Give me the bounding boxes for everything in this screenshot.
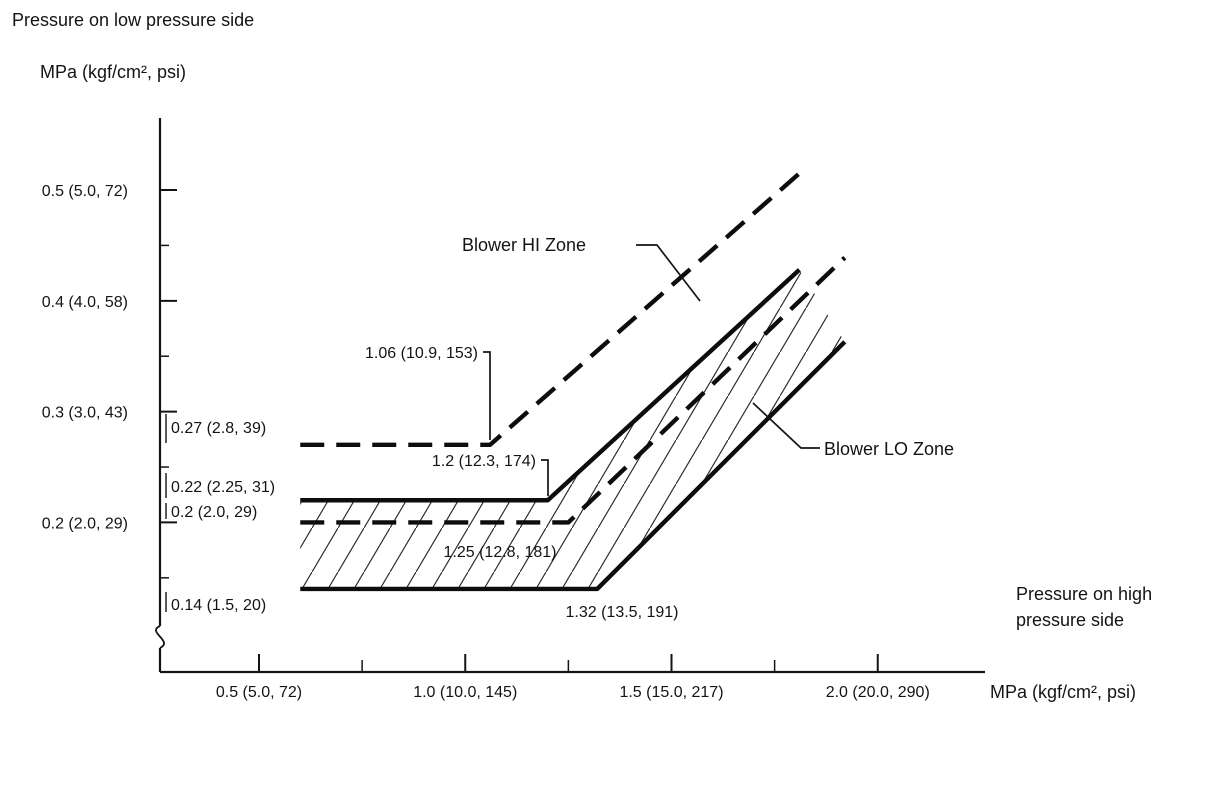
- y-axis-break-symbol: [155, 625, 165, 649]
- annotation-left-022: 0.22 (2.25, 31): [171, 479, 275, 496]
- blower-hi-zone-leader-line: [636, 244, 701, 302]
- blower-lo-zone-upper-boundary: [300, 268, 801, 503]
- x-axis-unit-label: MPa (kgf/cm², psi): [990, 682, 1136, 702]
- y-axis-tick-label: 0.2 (2.0, 29): [42, 515, 128, 532]
- x-axis-title-line-1: Pressure on high: [1016, 584, 1152, 604]
- blower-hi-zone-lower-boundary: [300, 256, 847, 525]
- blower-hi-zone-label: Blower HI Zone: [462, 235, 586, 255]
- y-axis-tick-label: 0.3 (3.0, 43): [42, 405, 128, 422]
- annotation-left-02: 0.2 (2.0, 29): [171, 504, 257, 521]
- y-axis-tick-label: 0.5 (5.0, 72): [42, 183, 128, 200]
- hatch-layer: [300, 269, 845, 589]
- annotation-lo-lower-corner: 1.32 (13.5, 191): [566, 604, 679, 621]
- y-axis-title: Pressure on low pressure side: [12, 10, 254, 30]
- x-axis-tick-label: 1.0 (10.0, 145): [413, 684, 517, 701]
- x-axis-title-line-2: pressure side: [1016, 610, 1124, 630]
- y-axis-unit-label: MPa (kgf/cm², psi): [40, 62, 186, 82]
- blower-lo-zone-leader-line: [752, 402, 820, 449]
- annotation-left-027: 0.27 (2.8, 39): [171, 420, 266, 437]
- blower-lo-zone-hatched-area: [300, 269, 845, 589]
- blower-lo-zone-lower-boundary: [300, 340, 847, 592]
- y-axis-tick-label: 0.4 (4.0, 58): [42, 294, 128, 311]
- annotation-left-014: 0.14 (1.5, 20): [171, 597, 266, 614]
- annotation-hi-lower-corner: 1.25 (12.8, 181): [444, 544, 557, 561]
- annotation-hi-upper-corner: 1.06 (10.9, 153): [365, 345, 478, 362]
- blower-hi-zone-upper-boundary: [300, 171, 801, 448]
- annotation-lo-upper-leader: [541, 459, 549, 496]
- x-axis-tick-label: 1.5 (15.0, 217): [619, 684, 723, 701]
- blower-lo-zone-label: Blower LO Zone: [824, 439, 954, 459]
- annotation-hi-upper-leader: [483, 351, 491, 440]
- axes-layer: 0.5 (5.0, 72) 0.4 (4.0, 58) 0.3 (3.0, 43) 0…: [42, 118, 985, 701]
- x-axis-tick-label: 0.5 (5.0, 72): [216, 684, 302, 701]
- annotation-lo-upper-corner: 1.2 (12.3, 174): [432, 453, 536, 470]
- series-layer: [300, 171, 847, 592]
- x-axis-tick-label: 2.0 (20.0, 290): [826, 684, 930, 701]
